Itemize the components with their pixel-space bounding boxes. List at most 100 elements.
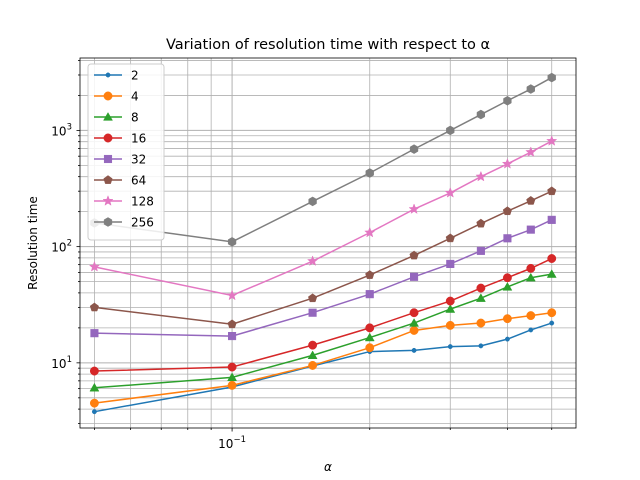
data-point (501, 158, 514, 169)
data-point (502, 314, 512, 324)
data-point (502, 282, 513, 291)
data-point (446, 125, 455, 136)
data-point (476, 246, 485, 255)
data-point (503, 95, 512, 106)
data-point (478, 343, 484, 349)
data-point (411, 347, 417, 353)
legend-marker (103, 112, 113, 121)
plot-series (88, 72, 558, 415)
data-point (365, 168, 374, 178)
data-point (89, 366, 99, 376)
data-point (89, 302, 99, 312)
data-point (227, 362, 237, 372)
data-point (525, 272, 536, 282)
data-point (409, 144, 419, 154)
series-line (94, 257, 553, 372)
legend-marker (103, 91, 113, 101)
data-point (546, 269, 557, 278)
data-point (308, 340, 318, 350)
legend-item: 8 (94, 111, 139, 125)
data-point (91, 409, 97, 415)
data-point (365, 270, 375, 279)
series-line (94, 190, 553, 325)
legend-marker (105, 72, 111, 78)
data-point (227, 319, 237, 329)
legend-label: 4 (131, 90, 139, 104)
data-point (308, 360, 318, 370)
data-point (365, 290, 374, 299)
data-point (547, 186, 557, 196)
data-point (409, 326, 419, 335)
y-tick-label: 102 (51, 239, 72, 255)
data-point (526, 225, 535, 234)
data-point (547, 72, 556, 83)
data-point (445, 320, 455, 330)
legend-item: 4 (94, 90, 139, 104)
data-point (88, 260, 101, 272)
data-point (364, 226, 376, 238)
y-tick-label: 101 (51, 355, 72, 371)
data-point (228, 332, 237, 341)
data-point (502, 273, 512, 283)
data-point (226, 289, 238, 301)
data-point (408, 203, 420, 214)
data-point (546, 135, 558, 146)
data-point (409, 318, 419, 327)
data-point (502, 206, 512, 216)
series-line (94, 322, 552, 413)
series-line (94, 76, 553, 243)
data-point (364, 332, 375, 342)
legend-item: 64 (94, 174, 146, 188)
data-point (89, 382, 100, 392)
legend: 2 4 8 16 32 64 128 256 (87, 63, 165, 241)
legend-marker (103, 154, 113, 164)
data-point (446, 259, 455, 268)
series-8 (89, 269, 557, 392)
legend-label: 32 (131, 153, 146, 167)
series-line (94, 219, 553, 337)
chart-title: Variation of resolution time with respec… (166, 37, 490, 53)
data-point (547, 215, 556, 224)
series-line (94, 273, 552, 389)
legend-box (87, 63, 165, 241)
data-point (90, 329, 99, 338)
legend-label: 256 (131, 216, 154, 230)
legend-label: 16 (131, 132, 146, 146)
data-point (447, 344, 453, 350)
data-point (365, 343, 375, 353)
data-point (504, 336, 510, 342)
legend-marker (103, 133, 113, 143)
data-point (409, 250, 419, 260)
data-point (308, 293, 318, 303)
data-point (503, 234, 512, 243)
axis-ticks: 10−1 101 102 103 (51, 60, 553, 451)
legend-item: 128 (94, 195, 154, 209)
legend-item: 256 (94, 216, 154, 230)
x-axis-label: α (324, 460, 332, 474)
data-point (445, 233, 455, 243)
y-tick-label: 103 (51, 122, 72, 138)
data-point (476, 218, 486, 228)
data-point (526, 311, 536, 321)
legend-label: 128 (131, 195, 154, 209)
data-point (89, 398, 99, 408)
data-point (308, 196, 317, 207)
legend-item: 16 (94, 132, 146, 146)
x-tick-label: 10−1 (218, 435, 246, 451)
data-point (475, 170, 487, 182)
data-point (526, 263, 536, 273)
legend-marker (103, 217, 113, 227)
data-point (475, 293, 486, 302)
data-point (365, 323, 375, 333)
data-point (227, 237, 237, 247)
series-4 (89, 308, 557, 408)
series-32 (90, 215, 556, 341)
legend-marker (102, 195, 114, 206)
plot-frame (79, 57, 577, 429)
data-point (549, 320, 555, 326)
series-16 (89, 254, 557, 376)
data-point (307, 350, 318, 359)
y-axis-label: Resolution time (26, 196, 40, 290)
series-line (94, 140, 553, 297)
